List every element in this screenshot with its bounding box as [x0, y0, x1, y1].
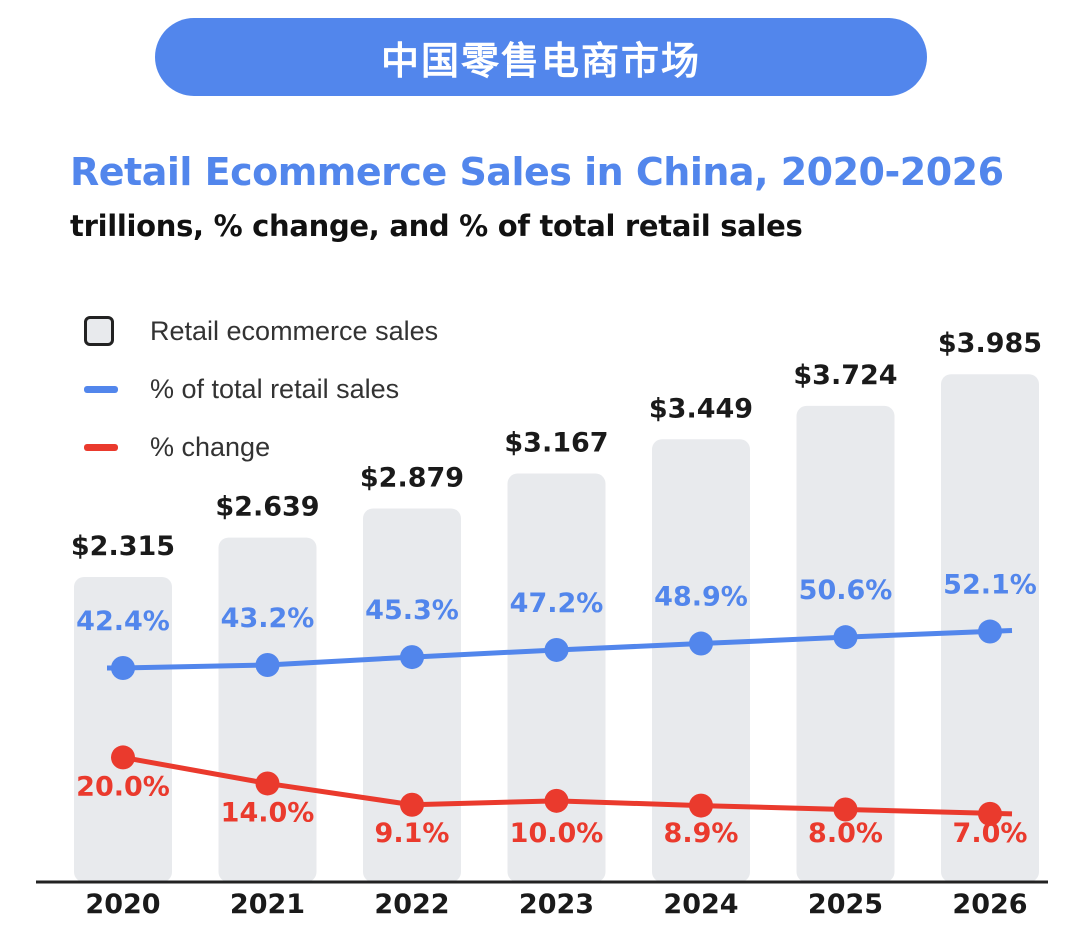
- legend: Retail ecommerce sales % of total retail…: [84, 302, 438, 476]
- x-tick-label-2024: 2024: [663, 889, 738, 920]
- bar-label-2026: $3.985: [938, 328, 1042, 359]
- banner: 中国零售电商市场: [155, 18, 927, 96]
- share-label-2026: 52.1%: [943, 570, 1037, 601]
- bar-label-2025: $3.724: [793, 360, 897, 391]
- change-point-2023: [544, 788, 569, 813]
- share-point-2023: [544, 637, 569, 662]
- change-point-2025: [833, 797, 858, 822]
- share-point-2022: [400, 645, 424, 670]
- share-label-2020: 42.4%: [76, 606, 170, 637]
- x-tick-label-2022: 2022: [374, 889, 449, 920]
- x-tick-label-2021: 2021: [230, 889, 305, 920]
- share-point-2026: [978, 619, 1002, 644]
- bar-label-2023: $3.167: [504, 428, 608, 459]
- bar-2023: [507, 473, 606, 882]
- change-label-2025: 8.0%: [808, 818, 883, 849]
- change-label-2026: 7.0%: [953, 818, 1028, 849]
- change-point-2022: [400, 792, 424, 817]
- legend-label-sales: Retail ecommerce sales: [150, 315, 439, 346]
- chart-subtitle: trillions, % change, and % of total reta…: [70, 209, 803, 243]
- bar-2021: [218, 537, 317, 882]
- share-label-2023: 47.2%: [510, 588, 604, 619]
- share-point-2021: [255, 652, 280, 677]
- change-label-2023: 10.0%: [510, 818, 604, 849]
- change-label-2021: 14.0%: [221, 797, 315, 828]
- share-label-2022: 45.3%: [365, 595, 459, 626]
- x-tick-label-2023: 2023: [519, 889, 594, 920]
- banner-title: 中国零售电商市场: [380, 38, 701, 83]
- share-point-2020: [111, 656, 135, 680]
- bar-label-2021: $2.639: [215, 492, 319, 523]
- legend-label-change: % change: [150, 431, 271, 462]
- legend-item-change: % change: [84, 418, 438, 476]
- change-label-2022: 9.1%: [375, 818, 450, 849]
- share-label-2025: 50.6%: [799, 575, 893, 606]
- share-point-2024: [689, 631, 713, 656]
- share-point-2025: [833, 625, 858, 650]
- bar-2024: [652, 439, 750, 882]
- share-label-2021: 43.2%: [221, 603, 315, 634]
- legend-swatch-red-line: [84, 443, 118, 451]
- bar-2020: [74, 576, 172, 882]
- change-point-2026: [978, 801, 1002, 826]
- bar-2022: [363, 508, 461, 882]
- change-label-2024: 8.9%: [664, 818, 739, 849]
- chart-title: Retail Ecommerce Sales in China, 2020-20…: [70, 150, 1004, 194]
- change-point-2024: [689, 793, 713, 818]
- x-tick-label-2025: 2025: [808, 889, 883, 920]
- x-tick-label-2026: 2026: [952, 889, 1027, 920]
- change-label-2020: 20.0%: [76, 771, 170, 802]
- legend-item-sales: Retail ecommerce sales: [84, 302, 438, 360]
- change-point-2020: [111, 745, 135, 770]
- legend-label-share: % of total retail sales: [150, 373, 400, 404]
- bar-label-2022: $2.879: [360, 462, 464, 493]
- change-point-2021: [255, 771, 280, 796]
- legend-swatch-blue-line: [84, 385, 118, 393]
- legend-swatch-bar: [84, 316, 114, 346]
- bar-label-2020: $2.315: [71, 531, 175, 562]
- legend-item-share: % of total retail sales: [84, 360, 438, 418]
- share-label-2024: 48.9%: [654, 582, 748, 613]
- bar-label-2024: $3.449: [649, 393, 753, 424]
- x-tick-label-2020: 2020: [85, 889, 160, 920]
- share-line: [107, 628, 1013, 671]
